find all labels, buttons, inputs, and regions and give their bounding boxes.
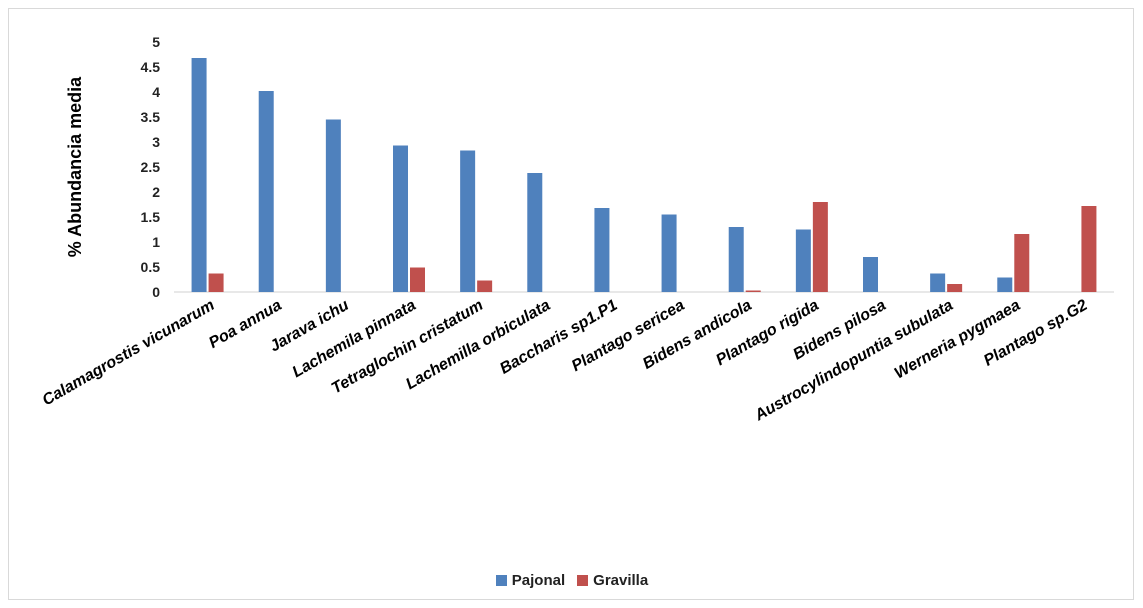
legend-swatch	[577, 575, 589, 586]
y-axis-title: % Abundancia media	[65, 76, 85, 257]
legend-label: Gravilla	[593, 572, 649, 589]
bars	[191, 58, 1097, 292]
bar-gravilla	[947, 284, 963, 292]
category-label: Calamagrostis vicunarum	[40, 297, 218, 410]
bar-pajonal	[594, 208, 610, 292]
y-tick-label: 4	[152, 84, 160, 100]
y-tick-label: 2	[152, 184, 160, 200]
bar-pajonal	[930, 273, 946, 292]
y-tick-label: 1	[152, 234, 160, 250]
bar-pajonal	[728, 227, 744, 292]
y-tick-label: 4.5	[141, 59, 161, 75]
legend-label: Pajonal	[511, 572, 566, 589]
bar-gravilla	[477, 280, 493, 292]
legend-item-gravilla: Gravilla	[577, 572, 648, 589]
category-label: Bidens andicola	[640, 297, 755, 373]
bar-gravilla	[410, 267, 425, 292]
chart-frame: 0 0.5 1 1.5 2 2.5 3 3.5 4 4.5 5 Calamagrostis vicu…	[8, 8, 1134, 600]
bar-gravilla	[208, 273, 224, 292]
bar-pajonal	[997, 277, 1013, 292]
bar-pajonal	[460, 150, 476, 292]
bar-gravilla	[1081, 206, 1097, 292]
y-axis-ticks: 0 0.5 1 1.5 2 2.5 3 3.5 4 4.5 5	[141, 34, 161, 300]
y-tick-label: 2.5	[141, 159, 161, 175]
legend-swatch	[495, 575, 507, 586]
category-label: Baccharis sp1.P1	[497, 297, 620, 378]
y-tick-label: 3.5	[141, 109, 161, 125]
y-tick-label: 3	[152, 134, 160, 150]
bar-pajonal	[393, 145, 408, 292]
bar-gravilla	[1014, 234, 1030, 292]
bar-pajonal	[527, 173, 543, 292]
y-tick-label: 1.5	[141, 209, 161, 225]
bar-pajonal	[258, 91, 274, 292]
bar-gravilla	[812, 202, 828, 292]
category-label: Werneria pygmaea	[892, 297, 1024, 383]
y-tick-label: 0.5	[141, 259, 161, 275]
bar-pajonal	[661, 214, 677, 292]
bar-pajonal	[863, 257, 878, 292]
bar-pajonal	[191, 58, 207, 292]
category-label: Plantago sericea	[569, 297, 688, 375]
bar-gravilla	[745, 290, 761, 292]
y-tick-label: 0	[152, 284, 160, 300]
bar-pajonal	[795, 229, 811, 292]
legend-item-pajonal: Pajonal	[495, 572, 566, 589]
y-tick-label: 5	[152, 34, 160, 50]
bar-pajonal	[325, 119, 341, 292]
legend: Pajonal Gravilla	[9, 572, 1135, 590]
bar-chart: 0 0.5 1 1.5 2 2.5 3 3.5 4 4.5 5 Calamagrostis vicu…	[40, 34, 1114, 425]
